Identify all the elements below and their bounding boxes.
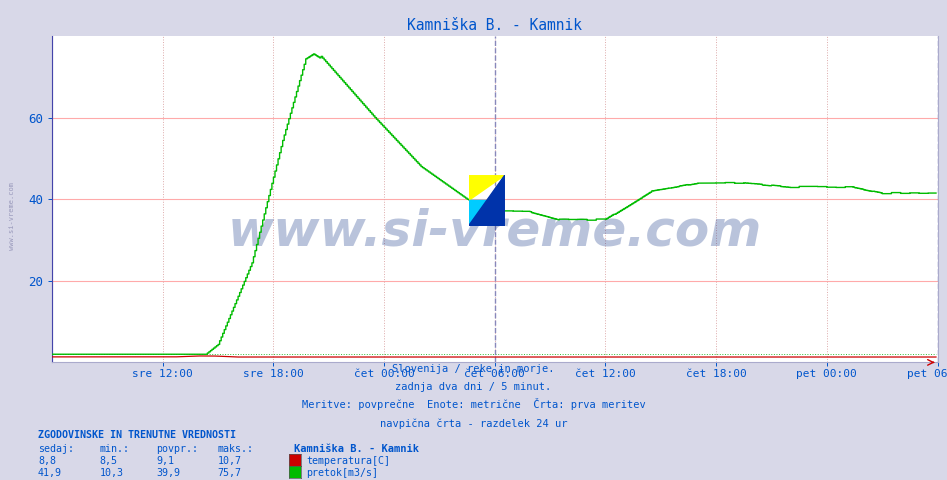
Text: maks.:: maks.: (218, 444, 254, 454)
Text: ZGODOVINSKE IN TRENUTNE VREDNOSTI: ZGODOVINSKE IN TRENUTNE VREDNOSTI (38, 430, 236, 440)
Text: www.si-vreme.com: www.si-vreme.com (227, 208, 762, 256)
Text: temperatura[C]: temperatura[C] (306, 456, 390, 466)
Text: Slovenija / reke in morje.: Slovenija / reke in morje. (392, 364, 555, 374)
Text: min.:: min.: (99, 444, 130, 454)
Text: Meritve: povprečne  Enote: metrične  Črta: prva meritev: Meritve: povprečne Enote: metrične Črta:… (302, 398, 645, 410)
Polygon shape (469, 175, 505, 226)
Text: 9,1: 9,1 (156, 456, 174, 466)
Text: www.si-vreme.com: www.si-vreme.com (9, 182, 15, 250)
Text: zadnja dva dni / 5 minut.: zadnja dva dni / 5 minut. (396, 382, 551, 392)
Text: 10,3: 10,3 (99, 468, 123, 478)
Text: 8,8: 8,8 (38, 456, 56, 466)
Text: povpr.:: povpr.: (156, 444, 198, 454)
Text: 75,7: 75,7 (218, 468, 241, 478)
Text: pretok[m3/s]: pretok[m3/s] (306, 468, 378, 478)
Title: Kamniška B. - Kamnik: Kamniška B. - Kamnik (407, 18, 582, 34)
Polygon shape (469, 201, 487, 226)
Polygon shape (469, 175, 505, 201)
Text: 8,5: 8,5 (99, 456, 117, 466)
Text: 41,9: 41,9 (38, 468, 62, 478)
Text: 39,9: 39,9 (156, 468, 180, 478)
Text: sedaj:: sedaj: (38, 444, 74, 454)
Text: navpična črta - razdelek 24 ur: navpična črta - razdelek 24 ur (380, 418, 567, 429)
Text: Kamniška B. - Kamnik: Kamniška B. - Kamnik (294, 444, 419, 454)
Text: 10,7: 10,7 (218, 456, 241, 466)
